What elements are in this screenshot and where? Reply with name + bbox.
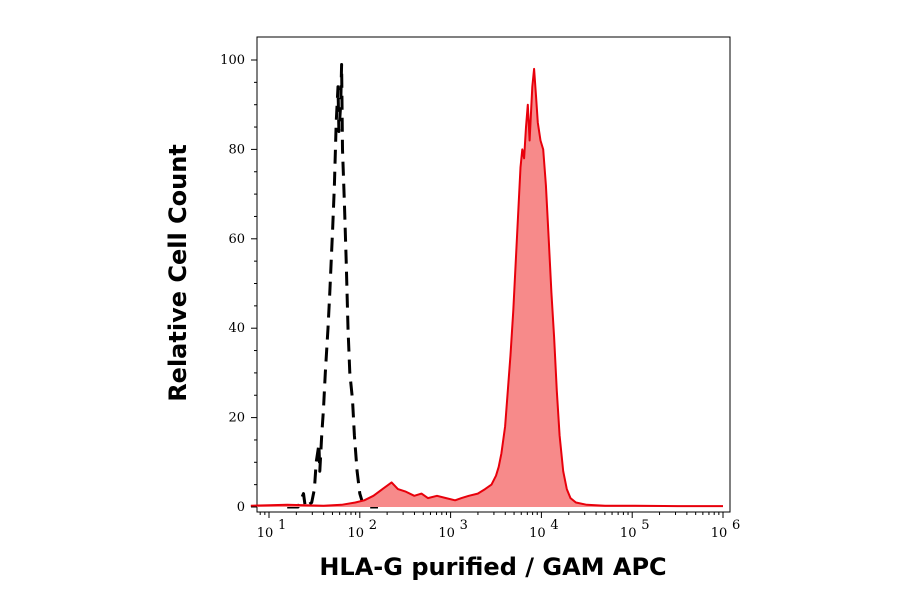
x-axis-title: HLA-G purified / GAM APC xyxy=(319,553,666,581)
x-tick-label-1: 10 xyxy=(257,526,274,541)
x-tick-exponent-3: 3 xyxy=(460,518,468,533)
x-tick-label-3: 10 xyxy=(438,526,455,541)
y-tick-label-20: 20 xyxy=(228,411,245,426)
y-tick-label-0: 0 xyxy=(237,500,245,515)
y-tick-label-100: 100 xyxy=(220,53,245,68)
x-tick-label-2: 10 xyxy=(348,526,365,541)
y-tick-label-60: 60 xyxy=(228,232,245,247)
series-filled-red-line xyxy=(250,67,723,508)
series-layer xyxy=(250,63,724,509)
x-axis: 10 1 10 2 10 3 10 4 10 5 10 6 xyxy=(257,512,740,541)
plot-frame xyxy=(256,36,731,513)
x-tick-exponent-1: 1 xyxy=(278,518,286,533)
x-tick-exponent-6: 6 xyxy=(732,518,740,533)
y-tick-label-80: 80 xyxy=(228,142,245,157)
x-tick-exponent-5: 5 xyxy=(641,518,649,533)
x-tick-label-4: 10 xyxy=(529,526,546,541)
x-tick-exponent-2: 2 xyxy=(369,518,377,533)
y-tick-label-40: 40 xyxy=(228,321,245,336)
x-tick-exponent-4: 4 xyxy=(550,518,558,533)
y-axis-title: Relative Cell Count xyxy=(164,144,192,402)
series-dashed-black-line xyxy=(287,63,378,509)
y-axis: 0 20 40 60 80 100 xyxy=(220,53,257,515)
x-tick-label-6: 10 xyxy=(711,526,728,541)
x-tick-label-5: 10 xyxy=(620,526,637,541)
